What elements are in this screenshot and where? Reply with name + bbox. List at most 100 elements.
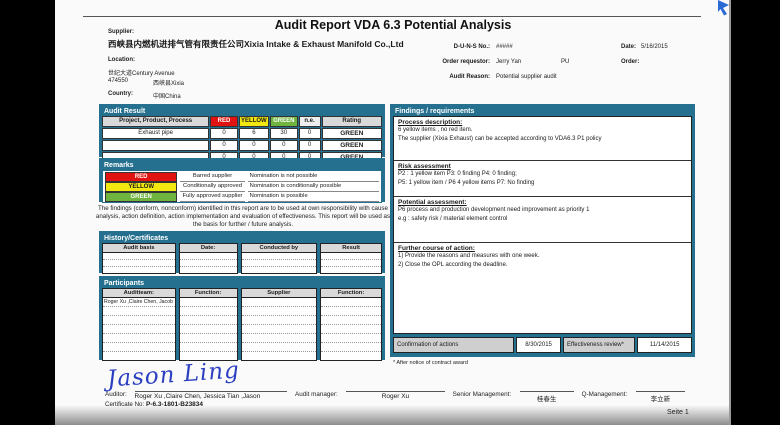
q-management-name: 李立新 [635,391,685,403]
empty-row [321,260,381,267]
remarks-row: YELLOW Conditionally approved Nomination… [105,182,379,192]
further-action-line: 2) Close the OPL according the deadline. [398,262,508,268]
country-label: Country: [108,91,133,97]
col-yellow: YELLOW [238,116,269,127]
supplier-label: Supplier: [108,29,135,35]
effectiveness-review-label: Effectiveness review* [563,337,636,353]
order-requestor-dept: PU [561,59,570,65]
participants-col-auditteam: Auditteam: Roger Xu ,Claire Chen, Jacob [102,288,176,361]
empty-row [321,298,381,307]
table-cell: 0 [298,128,321,139]
remarks-green-badge: GREEN [105,192,178,202]
empty-row [321,325,381,334]
remarks-panel: Remarks RED Barred supplier Nomination i… [99,158,385,203]
empty-row [241,260,317,267]
empty-row [103,334,175,343]
date-value: 5/16/2015 [641,44,668,50]
remarks-yellow-badge: YELLOW [105,182,178,192]
audit-result-panel: Audit Result Project, Product, Process R… [99,104,385,163]
supplier-name: 西峡县内燃机进排气管有限责任公司Xixia Intake & Exhaust M… [108,39,404,49]
empty-row [321,307,381,316]
table-cell [102,140,210,151]
participants-col-function2: Function: [320,288,382,361]
column-header: Function: [179,289,237,298]
effectiveness-review-date: 11/14/2015 [637,337,692,353]
history-columns: Audit basis Date: Conducted by Result [102,243,382,274]
findings-title: Findings / requirements [395,108,475,115]
findings-panel: Findings / requirements Process descript… [390,104,695,357]
participants-panel: Participants Auditteam: Roger Xu ,Claire… [99,276,385,361]
risk-assessment-line: P5: 1 yellow item / P6 4 yellow items P7… [398,180,535,186]
confirmation-date: 8/30/2015 [516,337,562,353]
table-cell: Exhaust pipe [102,128,210,139]
remarks-description: Nomination is conditionally possible [247,182,379,192]
address-street: 世纪大道Century Avenue [108,71,175,77]
empty-row [242,352,317,360]
empty-row [179,253,237,260]
column-header: Auditteam: [103,289,175,298]
risk-assessment-line: P2 : 1 yellow item P3: 0 finding P4: 0 f… [398,171,517,177]
empty-row [241,343,317,352]
empty-row [103,343,175,352]
empty-row [103,325,175,334]
process-description-line: 6 yellow items , no red item. [398,127,473,133]
duns-label: D-U-N-S No.: [453,44,490,50]
history-col-audit-basis: Audit basis [102,243,176,274]
process-description-heading: Process description: [398,119,463,126]
remarks-title: Remarks [104,162,134,169]
col-red: RED [210,116,238,127]
participants-columns: Auditteam: Roger Xu ,Claire Chen, Jacob … [102,288,382,361]
country-value: 中国China [153,94,181,100]
audit-reason-label: Audit Reason: [449,74,490,80]
disclaimer-text: The findings (conform, nonconform) ident… [95,205,391,229]
senior-management-name: 桂春生 [519,391,574,403]
further-action-heading: Further course of action: [398,245,475,252]
empty-row [241,325,317,334]
table-cell: 30 [270,128,298,139]
empty-row [179,260,237,267]
audit-manager-name: Roger Xu [346,391,445,400]
table-cell: 0 [210,128,238,139]
history-col-result: Result [320,243,382,274]
remarks-description: Nomination is possible [247,192,379,202]
col-rating: Rating [321,116,382,127]
risk-assessment-section: Risk assessment P2 : 1 yellow item P3: 0… [394,161,691,197]
q-management-label: Q-Management: [581,391,628,398]
process-description-section: Process description: 6 yellow items , no… [394,117,691,161]
auditor-names: Roger Xu ,Claire Chen, Jessica Tian ,Jas… [134,391,288,400]
history-col-conducted-by: Conducted by [240,243,318,274]
remarks-label: Conditionally approved [180,182,245,192]
potential-assessment-heading: Potential assessment: [398,199,467,206]
potential-assessment-line: e.g : safety risk / material element con… [398,216,508,222]
table-cell: 0 [298,140,321,151]
empty-row [103,307,175,316]
confirmation-of-actions-label: Confirmation of actions [393,337,515,353]
findings-body: Process description: 6 yellow items , no… [393,116,692,334]
remarks-row: RED Barred supplier Nomination is not po… [105,172,379,182]
empty-row [241,307,317,316]
empty-row [103,267,175,273]
empty-row [179,298,237,307]
certificate-label: Certificate No: [105,401,145,408]
audit-reason-value: Potential supplier audit [496,74,557,80]
history-col-date: Date: [178,243,238,274]
confirmation-row: Confirmation of actions 8/30/2015 Effect… [393,337,692,353]
audit-result-title: Audit Result [104,108,146,115]
col-project: Project, Product, Process [102,116,210,127]
location-label: Location: [108,57,135,63]
empty-row [321,267,381,273]
empty-row [179,325,237,334]
empty-row [241,316,317,325]
participants-col-function1: Function: [178,288,238,361]
certificate-line: Certificate No: P-6.3-1801-B23834 [105,401,203,408]
audit-manager-label: Audit manager: [295,391,338,398]
audit-result-table: Project, Product, Process RED YELLOW GRE… [102,116,382,163]
history-title: History/Certificates [104,235,169,242]
table-cell: 0 [210,140,238,151]
signature-row: Auditor: Roger Xu ,Claire Chen, Jessica … [105,391,685,403]
scan-shadow [55,405,729,425]
page-number: Seite 1 [667,409,689,416]
auditor-label: Auditor: [105,391,127,398]
rating-cell: GREEN [321,128,382,139]
